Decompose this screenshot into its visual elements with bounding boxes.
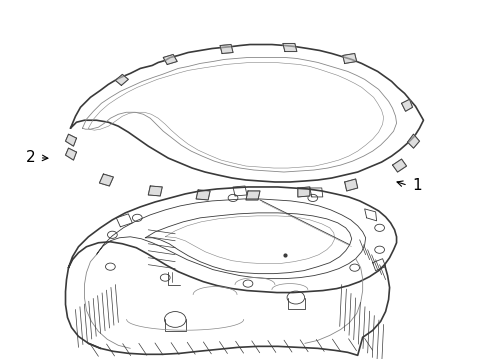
Polygon shape — [148, 186, 162, 196]
Polygon shape — [99, 174, 113, 186]
Polygon shape — [65, 148, 76, 160]
Polygon shape — [220, 45, 233, 54]
Text: 2: 2 — [26, 150, 36, 165]
Polygon shape — [283, 44, 296, 51]
Polygon shape — [196, 190, 210, 200]
Polygon shape — [401, 99, 412, 111]
Polygon shape — [392, 159, 406, 172]
Polygon shape — [344, 179, 357, 191]
Polygon shape — [342, 54, 356, 63]
Polygon shape — [297, 187, 309, 197]
Polygon shape — [407, 134, 419, 148]
Text: 1: 1 — [412, 178, 422, 193]
Polygon shape — [245, 191, 260, 200]
Polygon shape — [115, 75, 128, 85]
Polygon shape — [65, 134, 76, 146]
Polygon shape — [163, 54, 177, 64]
